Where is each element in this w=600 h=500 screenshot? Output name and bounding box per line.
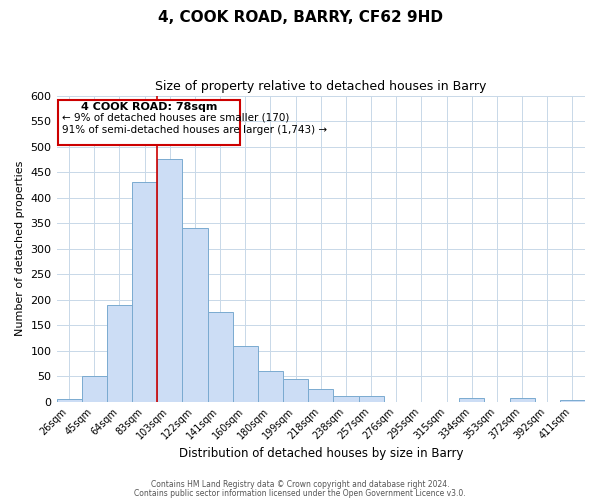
- Bar: [459, 398, 484, 402]
- Text: Contains HM Land Registry data © Crown copyright and database right 2024.: Contains HM Land Registry data © Crown c…: [151, 480, 449, 489]
- Bar: [560, 400, 585, 402]
- Bar: [509, 398, 535, 402]
- Text: 91% of semi-detached houses are larger (1,743) →: 91% of semi-detached houses are larger (…: [62, 124, 326, 134]
- Bar: [233, 346, 258, 402]
- Text: 4, COOK ROAD, BARRY, CF62 9HD: 4, COOK ROAD, BARRY, CF62 9HD: [157, 10, 443, 25]
- X-axis label: Distribution of detached houses by size in Barry: Distribution of detached houses by size …: [179, 447, 463, 460]
- Text: ← 9% of detached houses are smaller (170): ← 9% of detached houses are smaller (170…: [62, 113, 289, 123]
- FancyBboxPatch shape: [58, 100, 240, 145]
- Bar: [258, 371, 283, 402]
- Bar: [182, 228, 208, 402]
- Bar: [308, 389, 334, 402]
- Bar: [359, 396, 383, 402]
- Bar: [283, 378, 308, 402]
- Bar: [107, 304, 132, 402]
- Bar: [56, 399, 82, 402]
- Bar: [157, 160, 182, 402]
- Bar: [334, 396, 359, 402]
- Bar: [132, 182, 157, 402]
- Bar: [82, 376, 107, 402]
- Title: Size of property relative to detached houses in Barry: Size of property relative to detached ho…: [155, 80, 487, 93]
- Text: Contains public sector information licensed under the Open Government Licence v3: Contains public sector information licen…: [134, 489, 466, 498]
- Bar: [208, 312, 233, 402]
- Text: 4 COOK ROAD: 78sqm: 4 COOK ROAD: 78sqm: [81, 102, 217, 112]
- Y-axis label: Number of detached properties: Number of detached properties: [15, 161, 25, 336]
